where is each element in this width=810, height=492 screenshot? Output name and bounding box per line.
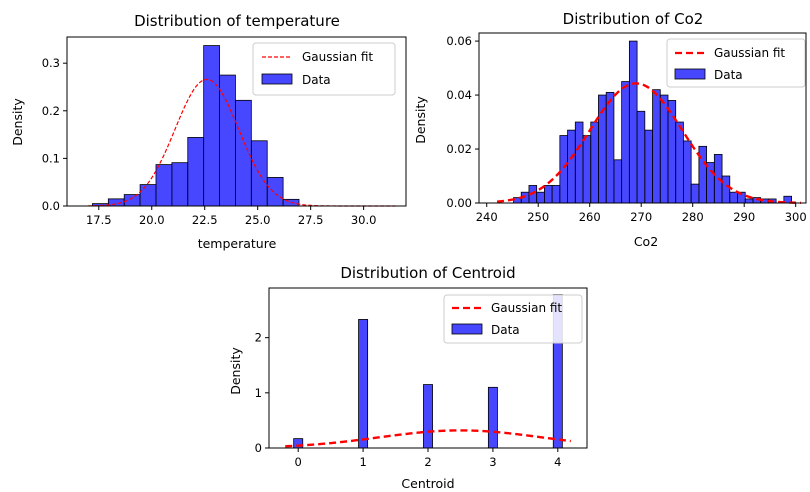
x-tick-label: 300	[785, 210, 807, 224]
y-tick-label: 0.00	[446, 196, 472, 210]
y-tick-label: 0.1	[42, 151, 60, 165]
x-tick-label: 280	[682, 210, 704, 224]
histogram-bar	[605, 91, 615, 204]
x-tick-label: 240	[476, 210, 498, 224]
histogram-bar	[675, 121, 684, 204]
histogram-bar	[590, 121, 599, 204]
legend-data-label: Data	[491, 323, 520, 337]
histogram-bar	[536, 191, 545, 204]
gaussian-fit-line	[285, 429, 571, 448]
x-tick-label: 22.5	[192, 213, 218, 227]
legend: Gaussian fit Data	[443, 294, 583, 344]
histogram-bar	[544, 185, 553, 204]
plot-area: 17.5 20.0 22.5 25.0 27.5 30.0 0.0 0.1 0.2 0.3	[42, 36, 407, 227]
histogram-bar	[613, 159, 623, 204]
histogram-bar	[487, 386, 498, 449]
chart-title: Distribution of Co2	[563, 10, 704, 28]
legend-data-label: Data	[714, 68, 743, 82]
y-tick-label: 0.2	[42, 104, 60, 118]
y-axis-label: Density	[228, 347, 243, 395]
y-tick-label: 0.06	[446, 34, 472, 48]
x-tick-label: 290	[733, 210, 755, 224]
x-tick-label: 0	[295, 455, 302, 469]
temperature-histogram-chart: Distribution of temperature temperature …	[10, 12, 407, 251]
histogram-bar	[551, 185, 561, 204]
y-axis-label: Density	[10, 98, 25, 146]
histogram-bar	[235, 99, 252, 207]
x-axis-label: Co2	[634, 234, 658, 249]
x-tick-label: 17.5	[86, 213, 112, 227]
legend: Gaussian fit Data	[666, 38, 806, 88]
y-tick-label: 0.0	[42, 199, 60, 213]
legend-gaussian-label: Gaussian fit	[714, 46, 785, 60]
histogram-bar	[621, 81, 630, 204]
histogram-bar	[721, 175, 731, 204]
histogram-bar	[644, 129, 653, 204]
x-tick-label: 260	[579, 210, 601, 224]
histogram-bar	[559, 135, 568, 204]
histogram-bar	[582, 135, 592, 204]
gaussian-fit-line	[496, 82, 801, 204]
histogram-bar	[423, 384, 433, 449]
histogram-bar	[659, 94, 669, 204]
x-tick-label: 270	[630, 210, 652, 224]
x-tick-label: 30.0	[351, 213, 377, 227]
y-axis-label: Density	[413, 96, 428, 144]
chart-title: Distribution of temperature	[134, 12, 340, 30]
histogram-bar	[187, 137, 205, 207]
histogram-bar	[358, 319, 369, 449]
histogram-bar	[155, 164, 173, 207]
legend: Gaussian fit Data	[252, 42, 396, 96]
histogram-bar	[250, 140, 268, 207]
legend-data-swatch	[261, 73, 293, 85]
x-tick-label: 250	[527, 210, 549, 224]
legend-gaussian-label: Gaussian fit	[302, 50, 373, 64]
x-axis-label: temperature	[198, 236, 277, 251]
histogram-bar	[690, 183, 700, 204]
x-tick-label: 4	[554, 455, 561, 469]
histogram-bar	[171, 162, 189, 207]
histogram-bar	[706, 162, 715, 204]
histogram-bar	[567, 129, 576, 204]
y-tick-label: 2	[255, 331, 262, 345]
histogram-bar	[628, 40, 638, 204]
x-tick-label: 27.5	[298, 213, 324, 227]
histogram-bar	[139, 184, 157, 207]
chart-title: Distribution of Centroid	[340, 264, 515, 282]
histogram-bar	[744, 198, 754, 204]
axes-frame	[66, 36, 407, 207]
axes-frame	[478, 32, 807, 204]
x-axis-label: Centroid	[401, 476, 454, 491]
histogram-bar	[574, 121, 584, 204]
histogram-bar	[729, 191, 738, 204]
y-tick-label: 0.02	[446, 142, 472, 156]
histogram-bar	[667, 100, 677, 204]
x-tick-label: 25.0	[245, 213, 271, 227]
x-tick-label: 20.0	[139, 213, 165, 227]
legend-data-swatch	[451, 323, 483, 335]
legend-gaussian-label: Gaussian fit	[491, 301, 562, 315]
centroid-histogram-chart: Distribution of Centroid Centroid Densit…	[228, 264, 588, 491]
histogram-bar	[636, 110, 646, 204]
y-tick-label: 1	[255, 386, 262, 400]
histogram-bar	[683, 140, 692, 204]
co2-histogram-chart: Distribution of Co2 Co2 Density 240 250 26…	[413, 10, 807, 249]
x-tick-label: 1	[359, 455, 366, 469]
histogram-bar	[652, 89, 661, 204]
x-tick-label: 3	[489, 455, 496, 469]
y-tick-label: 0.04	[446, 88, 472, 102]
x-tick-label: 2	[424, 455, 431, 469]
plot-area: 0 1 2 3 4 0 1 2	[255, 287, 588, 469]
y-tick-label: 0.3	[42, 56, 60, 70]
histogram-bar	[266, 177, 284, 207]
legend-data-label: Data	[302, 73, 331, 87]
gaussian-fit-line	[88, 78, 396, 207]
legend-data-swatch	[674, 68, 706, 80]
histogram-bar	[203, 45, 220, 207]
plot-area: 240 250 260 270 280 290 300 0.00 0.02 0.04 0.06	[446, 32, 807, 224]
histogram-bar	[219, 74, 236, 207]
y-tick-label: 0	[255, 441, 262, 455]
